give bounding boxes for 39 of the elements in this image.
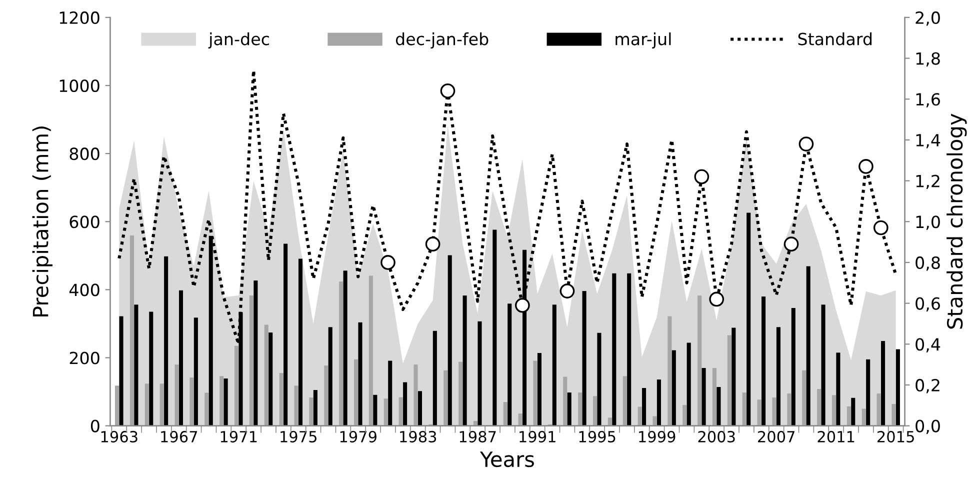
legend-label: jan-dec — [208, 32, 269, 49]
x-tick-label: 1975 — [280, 430, 316, 442]
y2-tick-label: 0,6 — [916, 297, 940, 312]
x-tick-label: 2015 — [878, 430, 914, 442]
legend-label: mar-jul — [616, 32, 671, 49]
y2-axis-title: Standard chronology — [946, 114, 967, 329]
y2-tick-label: 0,8 — [916, 256, 940, 271]
y-axis-title: Precipitation (mm) — [32, 126, 52, 316]
y-tick-label: 1000 — [60, 79, 100, 92]
y2-tick-label: 2,0 — [916, 11, 940, 26]
x-tick-label: 1983 — [400, 430, 436, 442]
y2-tick-label: 1,4 — [916, 134, 940, 148]
x-tick-label: 1999 — [639, 430, 676, 442]
y-tick-label: 200 — [70, 352, 100, 364]
y2-tick-label: 1,2 — [916, 174, 940, 190]
y2-tick-label: 0,2 — [916, 378, 940, 394]
x-tick-label: 1963 — [101, 430, 138, 442]
y2-tick-label: 0,4 — [916, 338, 940, 352]
x-tick-label: 1979 — [340, 430, 376, 442]
y-tick-label: 0 — [90, 420, 100, 432]
y-tick-label: 600 — [70, 216, 100, 228]
y2-tick-label: 1,8 — [916, 52, 940, 67]
legend-label: dec-jan-feb — [396, 32, 488, 49]
legend-label: Standard — [798, 32, 872, 46]
x-axis-title: Years — [480, 452, 534, 468]
y-tick-label: 1200 — [60, 11, 100, 24]
x-tick-label: 1987 — [460, 430, 496, 442]
y2-tick-label: 0,0 — [916, 420, 940, 434]
x-tick-label: 2003 — [698, 430, 735, 442]
x-tick-label: 1995 — [579, 430, 616, 442]
x-tick-label: 2011 — [818, 430, 854, 442]
x-tick-label: 1971 — [220, 430, 257, 442]
y-tick-label: 800 — [70, 148, 100, 160]
y2-tick-label: 1,0 — [916, 216, 940, 230]
y2-tick-label: 1,6 — [916, 93, 940, 108]
y-tick-label: 400 — [69, 284, 100, 296]
x-tick-label: 1967 — [161, 430, 198, 442]
x-tick-label: 1991 — [520, 430, 556, 442]
x-tick-label: 2007 — [758, 430, 794, 442]
